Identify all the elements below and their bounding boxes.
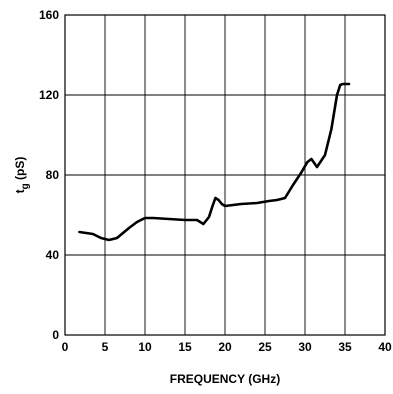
y-axis-title-unit: (pS): [13, 157, 27, 184]
series-layer: [78, 82, 351, 242]
y-axis-title-main: t: [13, 189, 27, 193]
series-line-0: [78, 82, 351, 242]
y-tick-label-80: 80: [46, 168, 60, 182]
y-tick-label-40: 40: [46, 248, 60, 262]
y-tick-label-120: 120: [39, 88, 59, 102]
y-axis-title-subscript: g: [20, 183, 31, 189]
x-tick-labels: 0 5 10 15 20 25 30 35 40: [62, 340, 392, 354]
y-axis-title: tg (pS): [13, 157, 31, 194]
x-tick-label-40: 40: [378, 340, 392, 354]
y-tick-label-0: 0: [52, 328, 59, 342]
x-tick-label-25: 25: [258, 340, 272, 354]
x-axis-title: FREQUENCY (GHz): [170, 372, 280, 386]
grid: [65, 15, 385, 335]
x-tick-label-10: 10: [138, 340, 152, 354]
x-tick-label-0: 0: [62, 340, 69, 354]
x-tick-label-15: 15: [178, 340, 192, 354]
x-tick-label-5: 5: [102, 340, 109, 354]
x-tick-label-35: 35: [338, 340, 352, 354]
x-tick-label-30: 30: [298, 340, 312, 354]
y-tick-label-160: 160: [39, 8, 59, 22]
x-tick-label-20: 20: [218, 340, 232, 354]
y-tick-labels: 0 40 80 120 160: [39, 8, 59, 342]
plot-frame: [64, 14, 386, 336]
